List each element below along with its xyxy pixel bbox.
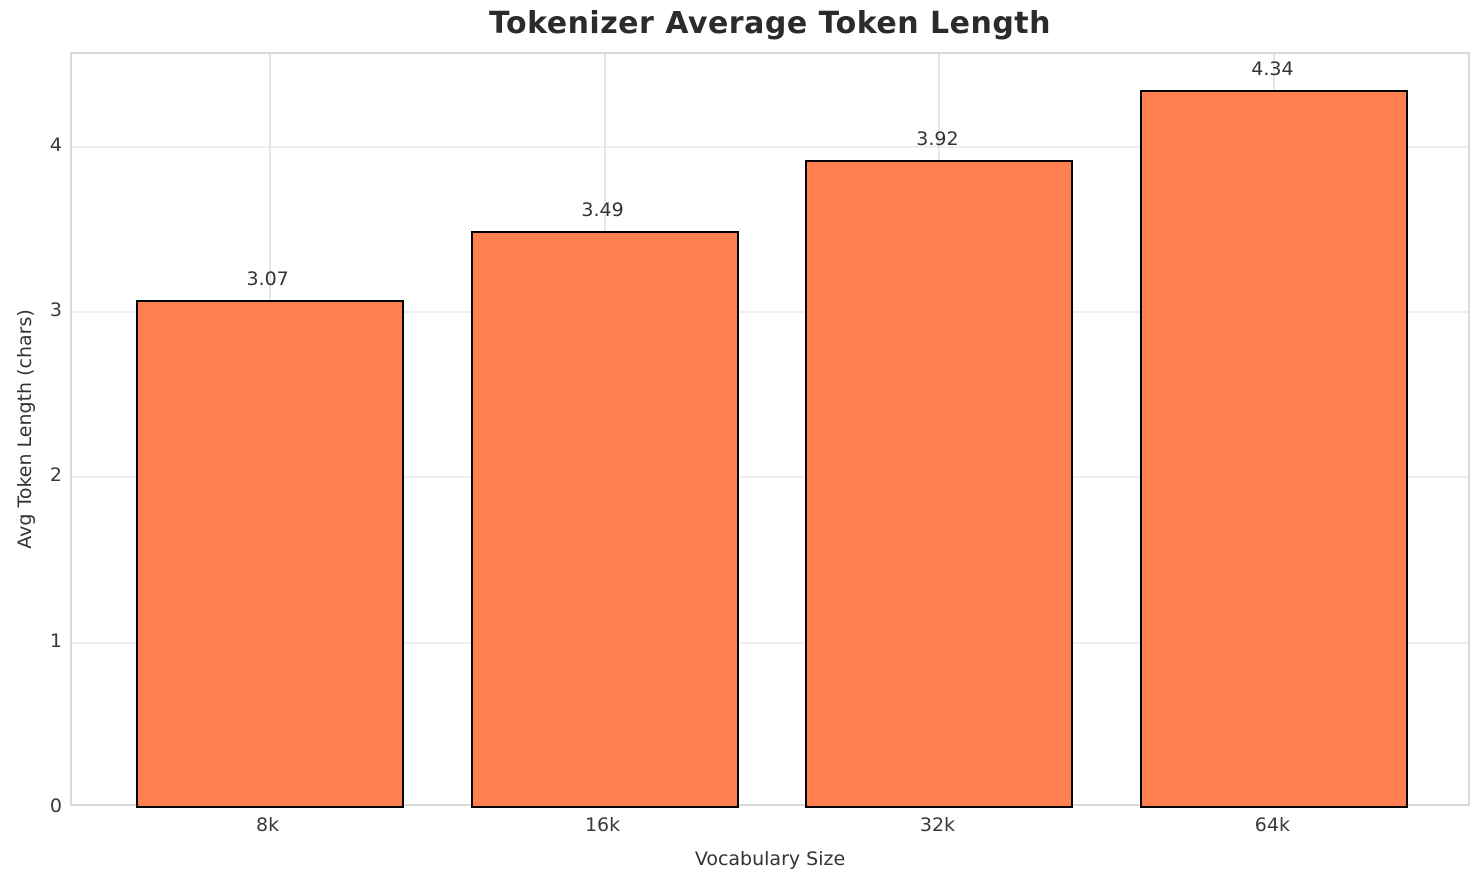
bar-value-label: 4.34 xyxy=(1251,58,1294,81)
x-tick-label: 8k xyxy=(256,814,280,836)
bar-value-label: 3.07 xyxy=(246,268,289,291)
x-tick-label: 64k xyxy=(1254,814,1290,836)
bar-value-label: 3.92 xyxy=(916,127,959,150)
y-tick-label: 4 xyxy=(49,133,62,156)
chart-title: Tokenizer Average Token Length xyxy=(488,6,1051,41)
x-axis-label: Vocabulary Size xyxy=(694,848,846,870)
bar-32k xyxy=(805,159,1074,808)
y-tick-label: 1 xyxy=(49,629,62,652)
bar-16k xyxy=(470,230,739,808)
y-tick-label: 2 xyxy=(49,464,62,487)
bar-value-label: 3.49 xyxy=(581,198,624,221)
h-gridline xyxy=(72,641,1468,644)
h-gridline xyxy=(72,476,1468,479)
h-gridline xyxy=(72,145,1468,148)
y-tick-label: 3 xyxy=(49,298,62,321)
h-gridline xyxy=(72,310,1468,313)
x-tick-label: 16k xyxy=(584,814,621,836)
bar-64k xyxy=(1140,90,1409,808)
plot-area xyxy=(70,52,1470,808)
y-tick-label: 0 xyxy=(49,795,62,817)
x-tick-label: 32k xyxy=(919,814,956,836)
y-axis-label: Avg Token Length (chars) xyxy=(14,309,36,549)
bar-8k xyxy=(135,300,404,808)
